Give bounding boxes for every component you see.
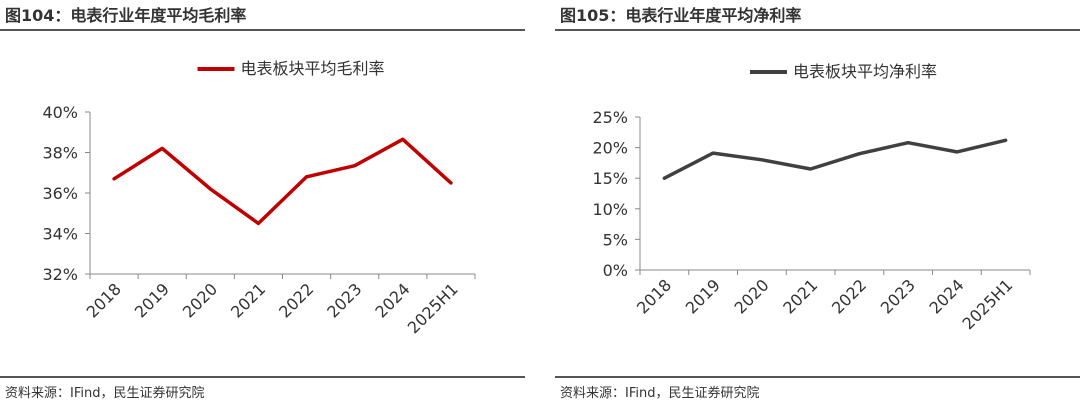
- x-tick-label: 2024: [925, 275, 967, 317]
- data-point: [112, 177, 116, 181]
- source-note: 资料来源：IFind，民生证券研究院: [560, 386, 760, 401]
- top-divider: [0, 29, 525, 31]
- data-point: [256, 221, 260, 225]
- y-tick-label: 40%: [42, 103, 78, 122]
- x-tick-label: 2023: [877, 275, 919, 317]
- data-point: [955, 150, 959, 154]
- bottom-divider: [0, 376, 525, 378]
- gross-margin-chart: 电表板块平均毛利率 32% 34% 36% 38% 40% 2018 2019 2020 2021…: [42, 59, 476, 337]
- data-point: [857, 152, 861, 156]
- figure-105-panel: 图105：电表行业年度平均净利率 电表板块平均净利率 0% 5% 10% 15% 20% 2…: [555, 0, 1080, 408]
- figure-title: 图104：电表行业年度平均毛利率: [5, 6, 247, 25]
- data-point: [305, 175, 309, 179]
- y-tick-label: 38%: [42, 144, 78, 163]
- x-tick-label: 2020: [730, 275, 772, 317]
- data-point: [760, 158, 764, 162]
- x-tick-label: 2018: [83, 279, 125, 321]
- data-point: [449, 181, 453, 185]
- legend-label: 电表板块平均毛利率: [241, 59, 385, 78]
- source-note: 资料来源：IFind，民生证券研究院: [5, 386, 205, 401]
- x-tick-label: 2024: [371, 279, 413, 321]
- y-tick-label: 15%: [592, 169, 628, 188]
- y-tick-label: 25%: [592, 108, 628, 127]
- y-tick-label: 32%: [42, 265, 78, 284]
- bottom-divider: [555, 376, 1080, 378]
- x-tick-label: 2021: [779, 275, 821, 317]
- data-point: [662, 176, 666, 180]
- y-tick-label: 10%: [592, 200, 628, 219]
- y-tick-label: 34%: [42, 225, 78, 244]
- figure-title: 图105：电表行业年度平均净利率: [560, 6, 802, 25]
- data-point: [401, 137, 405, 141]
- data-point: [809, 167, 813, 171]
- data-point: [160, 146, 164, 150]
- data-point: [1004, 138, 1008, 142]
- x-tick-label: 2019: [682, 275, 724, 317]
- x-tick-label: 2022: [828, 275, 870, 317]
- data-point: [711, 151, 715, 155]
- x-tick-label: 2023: [323, 279, 365, 321]
- x-tick-label: 2018: [633, 275, 675, 317]
- x-tick-label: 2025H1: [959, 275, 1017, 333]
- figure-104-panel: 图104：电表行业年度平均毛利率 电表板块平均毛利率 32% 34% 36% 38% 40…: [0, 0, 525, 408]
- data-point: [353, 164, 357, 168]
- data-point: [208, 187, 212, 191]
- y-tick-label: 0%: [603, 261, 628, 280]
- x-tick-label: 2022: [275, 279, 317, 321]
- top-divider: [555, 29, 1080, 31]
- y-tick-label: 20%: [592, 139, 628, 158]
- x-tick-label: 2020: [179, 279, 221, 321]
- legend-label: 电表板块平均净利率: [793, 62, 937, 81]
- data-point: [906, 141, 910, 145]
- y-tick-label: 5%: [603, 230, 628, 249]
- x-tick-label: 2021: [227, 279, 269, 321]
- x-tick-label: 2019: [131, 279, 173, 321]
- series-line: [662, 138, 1008, 180]
- series-line: [112, 137, 453, 226]
- x-tick-label: 2025H1: [404, 279, 462, 337]
- y-tick-label: 36%: [42, 184, 78, 203]
